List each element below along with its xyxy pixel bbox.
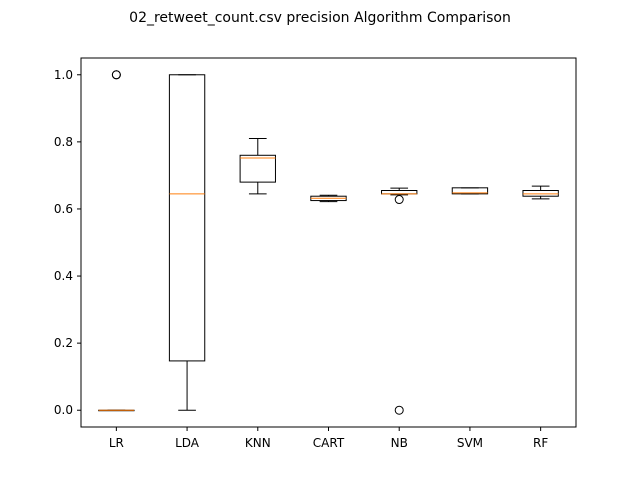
y-tick-label: 0.8 [54, 135, 73, 149]
axes-frame [80, 57, 577, 428]
y-tick-label: 0.6 [54, 202, 73, 216]
box-rf [522, 190, 559, 197]
box-svm [451, 187, 489, 195]
x-tick-label-lda: LDA [175, 436, 200, 450]
outlier-nb [394, 405, 404, 415]
x-tick-label-nb: NB [391, 436, 408, 450]
box-nb [381, 190, 418, 195]
y-tick-label: 0.2 [54, 336, 73, 350]
y-tick-label: 1.0 [54, 68, 73, 82]
x-tick-label-knn: KNN [245, 436, 271, 450]
plot-area: 0.0 0.2 0.4 0.6 0.8 1.0 LR LDA KNN CART NB SVM RF [54, 57, 577, 450]
chart-title: 02_retweet_count.csv precision Algorithm… [129, 10, 511, 26]
y-tick-label: 0.4 [54, 269, 73, 283]
outlier-nb [394, 195, 404, 205]
x-tick-label-rf: RF [533, 436, 548, 450]
box-knn [239, 154, 276, 183]
y-tick-label: 0.0 [54, 403, 73, 417]
x-tick-label-svm: SVM [457, 436, 483, 450]
outlier-lr [111, 70, 121, 80]
x-tick-label-cart: CART [313, 436, 345, 450]
box-lda [168, 74, 206, 362]
x-tick-label-lr: LR [109, 436, 124, 450]
